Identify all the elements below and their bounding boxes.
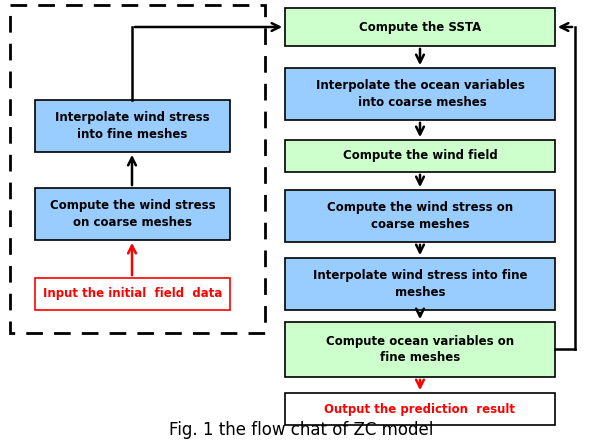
- FancyBboxPatch shape: [285, 140, 555, 172]
- FancyBboxPatch shape: [285, 190, 555, 242]
- Text: Interpolate wind stress
into fine meshes: Interpolate wind stress into fine meshes: [55, 111, 210, 140]
- Text: Compute the wind stress
on coarse meshes: Compute the wind stress on coarse meshes: [49, 199, 215, 228]
- FancyBboxPatch shape: [35, 278, 230, 310]
- Text: Interpolate wind stress into fine
meshes: Interpolate wind stress into fine meshes: [313, 269, 527, 298]
- Text: Compute ocean variables on
fine meshes: Compute ocean variables on fine meshes: [326, 335, 514, 364]
- FancyBboxPatch shape: [285, 258, 555, 310]
- Text: Input the initial  field  data: Input the initial field data: [43, 287, 222, 301]
- FancyBboxPatch shape: [35, 100, 230, 152]
- Text: Output the prediction  result: Output the prediction result: [324, 403, 516, 415]
- FancyBboxPatch shape: [35, 188, 230, 240]
- Text: Fig. 1 the flow chat of ZC model: Fig. 1 the flow chat of ZC model: [169, 421, 434, 439]
- Text: Compute the wind field: Compute the wind field: [343, 150, 497, 162]
- FancyBboxPatch shape: [285, 393, 555, 425]
- Text: Interpolate the ocean variables
 into coarse meshes: Interpolate the ocean variables into coa…: [315, 80, 525, 109]
- Text: Compute the SSTA: Compute the SSTA: [359, 21, 481, 33]
- FancyBboxPatch shape: [285, 322, 555, 377]
- Text: Compute the wind stress on
coarse meshes: Compute the wind stress on coarse meshes: [327, 202, 513, 231]
- FancyBboxPatch shape: [285, 8, 555, 46]
- FancyBboxPatch shape: [285, 68, 555, 120]
